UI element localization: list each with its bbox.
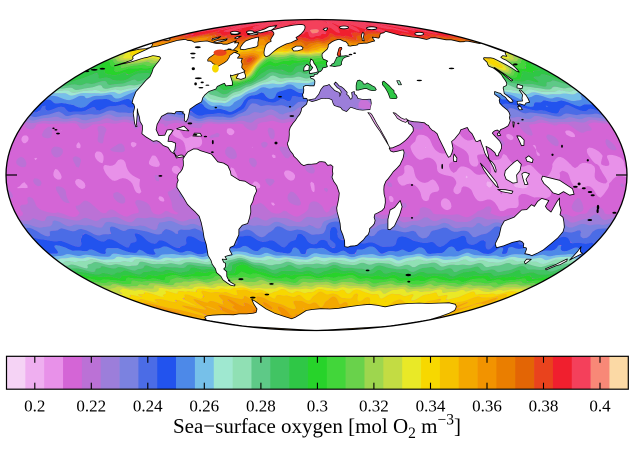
svg-text:0.26: 0.26 <box>189 397 219 416</box>
svg-text:0.36: 0.36 <box>472 397 502 416</box>
svg-text:0.24: 0.24 <box>133 397 163 416</box>
svg-text:0.2: 0.2 <box>24 397 45 416</box>
svg-text:0.4: 0.4 <box>589 397 611 416</box>
svg-text:0.34: 0.34 <box>416 397 446 416</box>
svg-text:Sea−surface oxygen [mol O2 m−3: Sea−surface oxygen [mol O2 m−3] <box>173 412 461 443</box>
svg-text:0.3: 0.3 <box>307 397 328 416</box>
svg-text:0.22: 0.22 <box>76 397 106 416</box>
svg-text:0.32: 0.32 <box>359 397 389 416</box>
svg-text:0.28: 0.28 <box>246 397 276 416</box>
svg-text:0.38: 0.38 <box>529 397 559 416</box>
